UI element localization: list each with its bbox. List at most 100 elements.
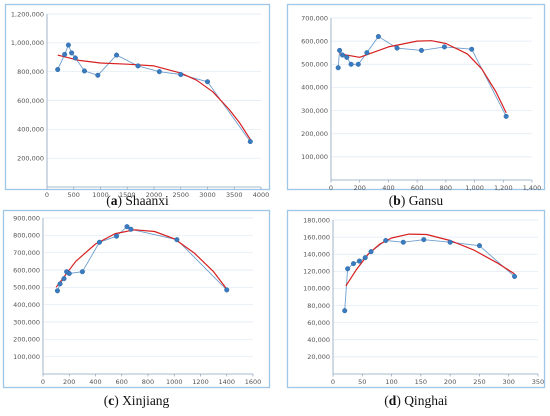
panel-label-d: d — [388, 393, 397, 408]
data-point — [469, 46, 475, 52]
x-tick-label: 3000 — [199, 191, 216, 199]
x-tick-label: 200 — [63, 378, 75, 386]
data-point — [72, 55, 78, 61]
x-tick-label: 400 — [382, 184, 394, 192]
chart-panel-xinjiang: 100,000 200,000 300,000 400,000 500,000 600,0… — [2, 209, 271, 389]
panel-name-xinjiang: Xinjiang — [122, 393, 170, 408]
chart-frame — [286, 3, 546, 191]
data-point — [174, 237, 180, 243]
data-point — [345, 266, 351, 272]
data-point — [362, 255, 368, 261]
chart-svg-qinghai: 20,000 40,000 60,000 80,000 100,000 120,000 14… — [286, 209, 546, 389]
data-point — [400, 239, 406, 245]
data-point — [54, 288, 60, 294]
chart-caption-gansu: (b) Gansu — [388, 193, 444, 208]
data-point — [247, 139, 253, 145]
chart-caption-qinghai: (d) Qinghai — [384, 393, 448, 408]
x-tick-label: 1600 — [245, 378, 262, 386]
x-tick-label: 2500 — [172, 191, 189, 199]
data-point — [62, 51, 68, 57]
x-tick-label: 600 — [411, 184, 423, 192]
y-tick-label: 500,000 — [301, 61, 328, 69]
data-point — [124, 224, 130, 230]
x-tick-label: 350 — [532, 378, 544, 386]
x-tick-label: 1,400 — [523, 184, 542, 192]
x-tick-label: 0 — [329, 184, 333, 192]
x-tick-label: 0 — [331, 378, 335, 386]
y-tick-label: 400,000 — [301, 84, 328, 92]
chart-frame — [4, 3, 271, 191]
chart-svg-xinjiang: 100,000 200,000 300,000 400,000 500,000 600,0… — [2, 209, 271, 389]
y-tick-label: 300,000 — [13, 318, 40, 326]
x-tick-label: 800 — [440, 184, 452, 192]
data-point — [224, 287, 230, 293]
data-point — [344, 54, 350, 60]
x-tick-label: 500 — [68, 191, 80, 199]
data-point — [55, 67, 61, 73]
chart-caption-xinjiang: (c) Xinjiang — [103, 393, 170, 408]
y-tick-label: 400,000 — [17, 126, 44, 134]
y-tick-label: 100,000 — [13, 353, 40, 361]
y-tick-label: 20,000 — [307, 353, 330, 361]
x-tick-label: 400 — [89, 378, 101, 386]
x-tick-label: 3500 — [226, 191, 243, 199]
y-tick-label: 500,000 — [13, 284, 40, 292]
y-tick-label: 180,000 — [303, 216, 330, 224]
chart-svg-gansu: 100,000 200,000 300,000 400,000 500,000 600,0… — [286, 3, 546, 192]
panel-label-c: c — [108, 393, 115, 408]
y-tick-label: 60,000 — [307, 319, 330, 327]
data-point — [66, 270, 72, 276]
data-point — [348, 61, 354, 67]
data-point — [375, 34, 381, 40]
data-point — [95, 72, 101, 78]
data-point — [337, 47, 343, 53]
y-tick-label: 1,000,000 — [11, 39, 44, 47]
y-tick-label: 1,200,000 — [11, 10, 44, 18]
data-point — [512, 273, 518, 279]
y-tick-label: 600,000 — [17, 97, 44, 105]
data-point — [394, 45, 400, 51]
data-point — [418, 47, 424, 53]
x-tick-label: 2000 — [146, 191, 163, 199]
chart-panel-qinghai: 20,000 40,000 60,000 80,000 100,000 120,000 14… — [286, 209, 546, 389]
data-point — [335, 65, 341, 71]
data-point — [61, 276, 67, 282]
x-tick-label: 0 — [41, 378, 45, 386]
data-point — [65, 42, 71, 48]
data-point — [204, 79, 210, 85]
x-tick-label: 1,200 — [494, 184, 513, 192]
x-tick-label: 4000 — [253, 191, 270, 199]
data-point — [441, 44, 447, 50]
y-tick-label: 200,000 — [17, 154, 44, 162]
panel-name-qinghai: Qinghai — [404, 393, 448, 408]
data-point — [81, 68, 87, 74]
data-point — [339, 52, 345, 58]
x-tick-label: 0 — [45, 191, 49, 199]
data-point — [364, 50, 370, 56]
x-tick-label: 800 — [142, 378, 154, 386]
data-point — [135, 63, 141, 69]
y-tick-label: 600,000 — [13, 266, 40, 274]
data-point — [350, 261, 356, 267]
y-tick-label: 700,000 — [301, 14, 328, 22]
data-point — [128, 226, 134, 232]
y-tick-label: 100,000 — [301, 153, 328, 161]
x-tick-label: 1000 — [166, 378, 183, 386]
x-tick-label: 600 — [116, 378, 128, 386]
fitted-curve — [339, 40, 507, 114]
y-tick-label: 800,000 — [17, 68, 44, 76]
panel-label-b: b — [393, 193, 401, 208]
data-point — [356, 258, 362, 264]
y-tick-label: 100,000 — [303, 285, 330, 293]
x-tick-label: 250 — [473, 378, 485, 386]
x-tick-label: 1500 — [119, 191, 136, 199]
chart-panel-gansu: 100,000 200,000 300,000 400,000 500,000 600,0… — [286, 3, 546, 192]
y-tick-label: 800,000 — [13, 232, 40, 240]
data-point — [57, 281, 63, 287]
panel-name-shaanxi: Shaanxi — [125, 193, 169, 208]
y-tick-label: 600,000 — [301, 37, 328, 45]
data-point — [421, 237, 427, 243]
y-tick-label: 400,000 — [13, 301, 40, 309]
x-tick-label: 200 — [354, 184, 366, 192]
x-tick-label: 100 — [385, 378, 397, 386]
